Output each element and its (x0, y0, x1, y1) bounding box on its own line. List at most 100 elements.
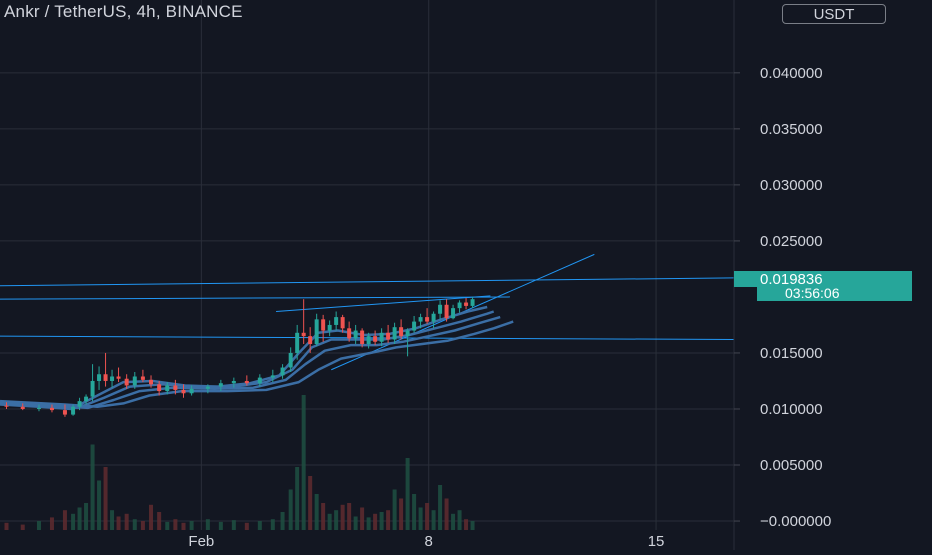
volume-bar (425, 503, 430, 530)
volume-bar (438, 485, 443, 530)
candle-body (149, 379, 154, 385)
chart-title: Ankr / TetherUS, 4h, BINANCE (4, 2, 243, 21)
candle-body (110, 376, 115, 381)
volume-bar (321, 503, 326, 530)
volume-bar (20, 524, 25, 530)
volume-bar (124, 513, 129, 530)
volume-bar (173, 519, 178, 530)
candle-body (418, 317, 423, 322)
volume-bar (244, 522, 249, 530)
volume-bar (62, 510, 67, 530)
volume-bar (392, 489, 397, 530)
countdown-badge: 03:56:06 (757, 285, 912, 301)
volume-bar (116, 516, 121, 530)
candle-body (84, 396, 89, 402)
volume-bar (49, 517, 54, 530)
price-tick-label: −0.000000 (760, 513, 831, 530)
volume-bar (97, 480, 102, 530)
candle-body (205, 386, 210, 389)
volume-bar (412, 494, 417, 530)
volume-bar (314, 494, 319, 530)
volume-bar (353, 516, 358, 530)
candle-body (77, 401, 82, 407)
candle-body (425, 317, 430, 322)
candle-body (36, 407, 41, 409)
time-tick-label: 8 (425, 533, 433, 550)
volume-bar (140, 521, 145, 530)
volume-bar (464, 519, 469, 530)
volume-bar (132, 519, 137, 530)
volume-bar (444, 498, 449, 530)
price-tick-label: 0.010000 (760, 401, 823, 418)
candle-body (451, 308, 456, 319)
volume-bar (373, 513, 378, 530)
volume-bars (4, 395, 475, 530)
candle-body (189, 388, 194, 394)
volume-bar (149, 504, 154, 530)
volume-bar (295, 467, 300, 530)
candle-body (399, 327, 404, 337)
volume-bar (270, 519, 275, 530)
candle-body (438, 304, 443, 314)
candle-body (412, 321, 417, 331)
volume-bar (347, 503, 352, 530)
candle-body (165, 385, 170, 392)
volume-bar (165, 521, 170, 530)
candle-body (295, 332, 300, 353)
price-tick-label: 0.030000 (760, 177, 823, 194)
last-price-label: 0.019836 (760, 271, 823, 288)
volume-bar (327, 513, 332, 530)
moving-average-line (0, 315, 501, 410)
candle-body (470, 299, 475, 306)
volume-bar (308, 476, 313, 530)
candle-body (444, 304, 449, 319)
volume-bar (36, 521, 41, 530)
candle-body (340, 317, 345, 329)
candle-body (231, 380, 236, 384)
volume-bar (231, 520, 236, 530)
price-tick-label: 0.015000 (760, 345, 823, 362)
price-axis[interactable]: 0.040000 0.035000 0.030000 0.025000 0.015000… (734, 65, 831, 530)
volume-bar (71, 513, 76, 530)
candle-body (308, 336, 313, 344)
volume-bar (103, 467, 108, 530)
time-axis[interactable]: Feb 8 15 (188, 533, 664, 550)
trendline (0, 296, 510, 300)
candle-body (62, 410, 67, 415)
volume-bar (379, 512, 384, 530)
volume-bar (451, 513, 456, 530)
candle-body (20, 406, 25, 409)
moving-average-line (0, 320, 514, 408)
volume-bar (470, 521, 475, 530)
volume-bar (457, 510, 462, 530)
volume-bar (334, 510, 339, 530)
volume-bar (399, 498, 404, 530)
volume-bar (301, 395, 306, 530)
price-tick-label: 0.005000 (760, 457, 823, 474)
volume-bar (77, 507, 82, 530)
candle-body (132, 376, 137, 386)
volume-bar (181, 522, 186, 530)
candle-body (405, 330, 410, 337)
countdown-label: 03:56:06 (785, 285, 840, 301)
volume-bar (90, 444, 95, 530)
moving-average-line (0, 310, 495, 410)
volume-bar (366, 517, 371, 530)
candles (4, 296, 475, 417)
volume-bar (340, 504, 345, 530)
candle-body (353, 330, 358, 339)
candle-body (327, 324, 332, 331)
volume-bar (360, 507, 365, 530)
currency-button[interactable]: USDT (782, 4, 886, 24)
candle-body (457, 302, 462, 309)
candle-body (244, 380, 249, 384)
candle-body (90, 380, 95, 397)
candle-body (140, 376, 145, 380)
candle-body (392, 327, 397, 340)
grid (0, 0, 734, 530)
volume-bar (288, 489, 293, 530)
volume-bar (110, 510, 115, 530)
volume-bar (431, 510, 436, 530)
